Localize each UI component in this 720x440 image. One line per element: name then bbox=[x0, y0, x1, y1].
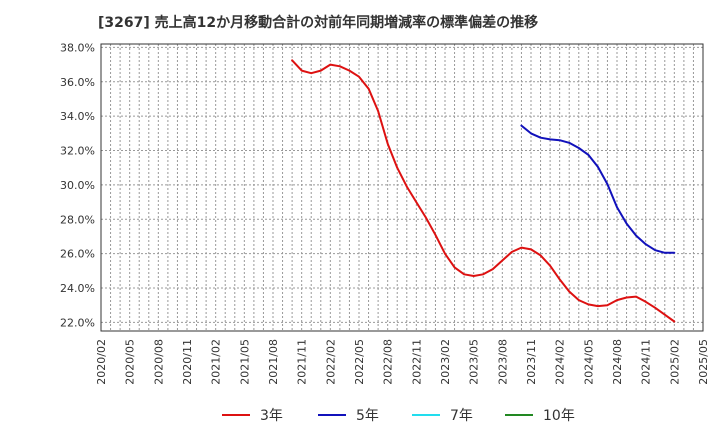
x-tick-label: 2021/11 bbox=[296, 339, 309, 385]
legend-item: 5年 bbox=[318, 404, 379, 426]
x-tick-label: 2023/02 bbox=[439, 339, 452, 385]
x-axis-ticks: 2020/02 2020/05 2020/08 2020/11 2021/02 2021/… bbox=[95, 339, 710, 385]
x-tick-label: 2022/05 bbox=[353, 339, 366, 385]
x-tick-label: 2023/08 bbox=[496, 339, 509, 385]
legend-swatch bbox=[222, 414, 250, 416]
x-tick-label: 2021/05 bbox=[238, 339, 251, 385]
x-tick-label: 2022/02 bbox=[324, 339, 337, 385]
y-tick-label: 36.0% bbox=[60, 76, 95, 89]
x-tick-label: 2024/11 bbox=[640, 339, 653, 385]
x-tick-label: 2024/05 bbox=[582, 339, 595, 385]
x-tick-label: 2023/05 bbox=[468, 339, 481, 385]
legend: 3年 5年 7年 10年 bbox=[0, 404, 720, 426]
y-axis-ticks: 22.0% 24.0% 26.0% 28.0% 30.0% 32.0% 34.0% 36.0%… bbox=[60, 41, 95, 329]
x-tick-label: 2022/08 bbox=[382, 339, 395, 385]
x-tick-label: 2024/08 bbox=[611, 339, 624, 385]
x-tick-label: 2020/08 bbox=[152, 339, 165, 385]
series-line-0 bbox=[291, 59, 676, 323]
x-tick-label: 2025/05 bbox=[697, 339, 710, 385]
legend-swatch bbox=[505, 414, 533, 416]
legend-label: 10年 bbox=[543, 408, 575, 424]
legend-item: 10年 bbox=[505, 404, 575, 426]
y-tick-label: 30.0% bbox=[60, 179, 95, 192]
x-tick-label: 2020/11 bbox=[181, 339, 194, 385]
y-tick-label: 22.0% bbox=[60, 316, 95, 329]
legend-swatch bbox=[412, 414, 440, 416]
x-tick-label: 2021/02 bbox=[210, 339, 223, 385]
x-tick-label: 2020/02 bbox=[95, 339, 108, 385]
series-line-1 bbox=[520, 124, 676, 254]
legend-label: 5年 bbox=[356, 408, 379, 424]
x-tick-label: 2022/11 bbox=[410, 339, 423, 385]
legend-item: 7年 bbox=[412, 404, 473, 426]
y-tick-label: 38.0% bbox=[60, 41, 95, 54]
y-tick-label: 24.0% bbox=[60, 282, 95, 295]
x-tick-label: 2021/08 bbox=[267, 339, 280, 385]
x-tick-label: 2020/05 bbox=[124, 339, 137, 385]
x-tick-label: 2024/02 bbox=[554, 339, 567, 385]
plot-frame bbox=[100, 43, 704, 332]
x-tick-label: 2023/11 bbox=[525, 339, 538, 385]
y-tick-label: 28.0% bbox=[60, 213, 95, 226]
y-tick-label: 34.0% bbox=[60, 110, 95, 123]
legend-swatch bbox=[318, 414, 346, 416]
legend-label: 7年 bbox=[450, 408, 473, 424]
x-tick-label: 2025/02 bbox=[668, 339, 681, 385]
y-tick-label: 32.0% bbox=[60, 145, 95, 158]
y-tick-label: 26.0% bbox=[60, 248, 95, 261]
legend-item: 3年 bbox=[222, 404, 283, 426]
grid bbox=[100, 44, 704, 331]
series-lines bbox=[291, 59, 676, 323]
legend-label: 3年 bbox=[260, 408, 283, 424]
chart-title: [3267] 売上高12か月移動合計の対前年同期増減率の標準偏差の推移 bbox=[98, 15, 539, 31]
